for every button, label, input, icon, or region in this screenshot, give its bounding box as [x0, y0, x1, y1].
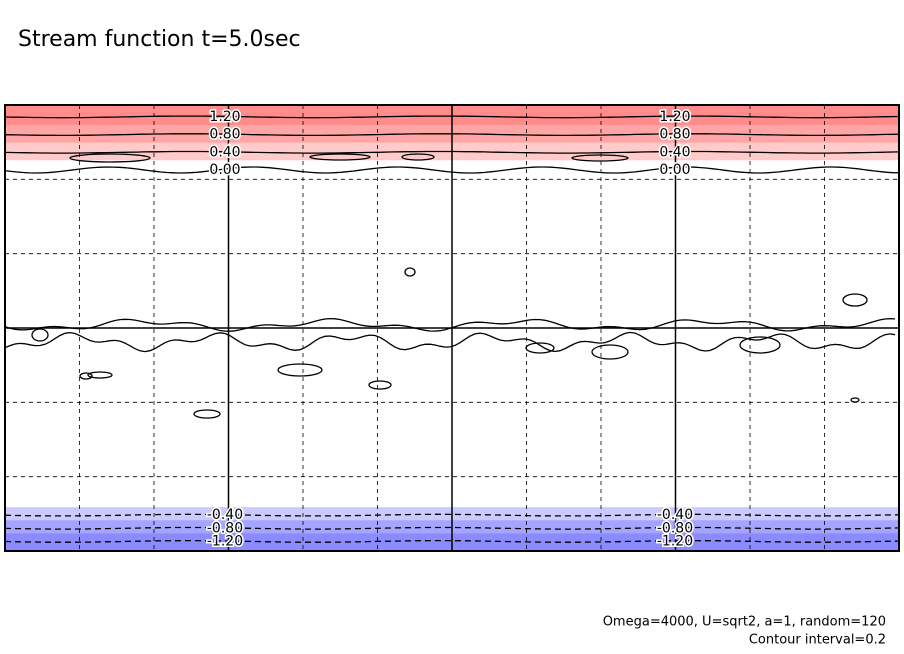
note: Contour interval=0.2 [749, 633, 886, 648]
contour-line [4, 166, 900, 174]
contour-line [87, 371, 113, 379]
contour-line [4, 513, 900, 517]
contour-label: 0.40 [209, 144, 240, 160]
chart-title: Stream function t=5.0sec [18, 27, 301, 52]
contour-label: 1.20 [659, 109, 690, 125]
contour-label: -0.40 [207, 507, 243, 523]
contour-line [4, 539, 900, 543]
contour-line [79, 372, 93, 380]
contour-line [4, 331, 896, 353]
contour-line [31, 328, 49, 342]
contour-line [69, 153, 151, 163]
contour-label: 0.00 [209, 162, 240, 178]
contour-label: -0.80 [657, 520, 693, 536]
contour-line [4, 150, 900, 154]
contour-label: 0.80 [209, 127, 240, 143]
contour-label: 0.40 [659, 144, 690, 160]
contour-label: -1.20 [657, 533, 693, 549]
contour-line [401, 153, 435, 161]
contour-line [850, 397, 860, 403]
contour-line [739, 336, 781, 354]
contour-line [4, 133, 900, 137]
contour-label: -0.80 [207, 520, 243, 536]
contour-line [368, 380, 392, 390]
contour-line [277, 363, 323, 377]
contour-line [525, 342, 555, 354]
contour-line [4, 115, 900, 119]
note: Omega=4000, U=sqrt2, a=1, random=120 [603, 615, 886, 630]
contour-line [404, 267, 416, 277]
contour-line [4, 317, 896, 332]
contour-line [309, 153, 371, 161]
contour-line [591, 344, 629, 360]
contour-line [842, 293, 868, 307]
plot-frame [4, 104, 900, 552]
contour-label: 1.20 [209, 109, 240, 125]
contour-line [4, 526, 900, 530]
contour-line [193, 409, 221, 419]
contour-line [571, 154, 629, 162]
contour-label: 0.00 [659, 162, 690, 178]
contour-label: -0.40 [657, 507, 693, 523]
contour-label: 0.80 [659, 127, 690, 143]
contours [4, 115, 900, 543]
contour-label: -1.20 [207, 533, 243, 549]
